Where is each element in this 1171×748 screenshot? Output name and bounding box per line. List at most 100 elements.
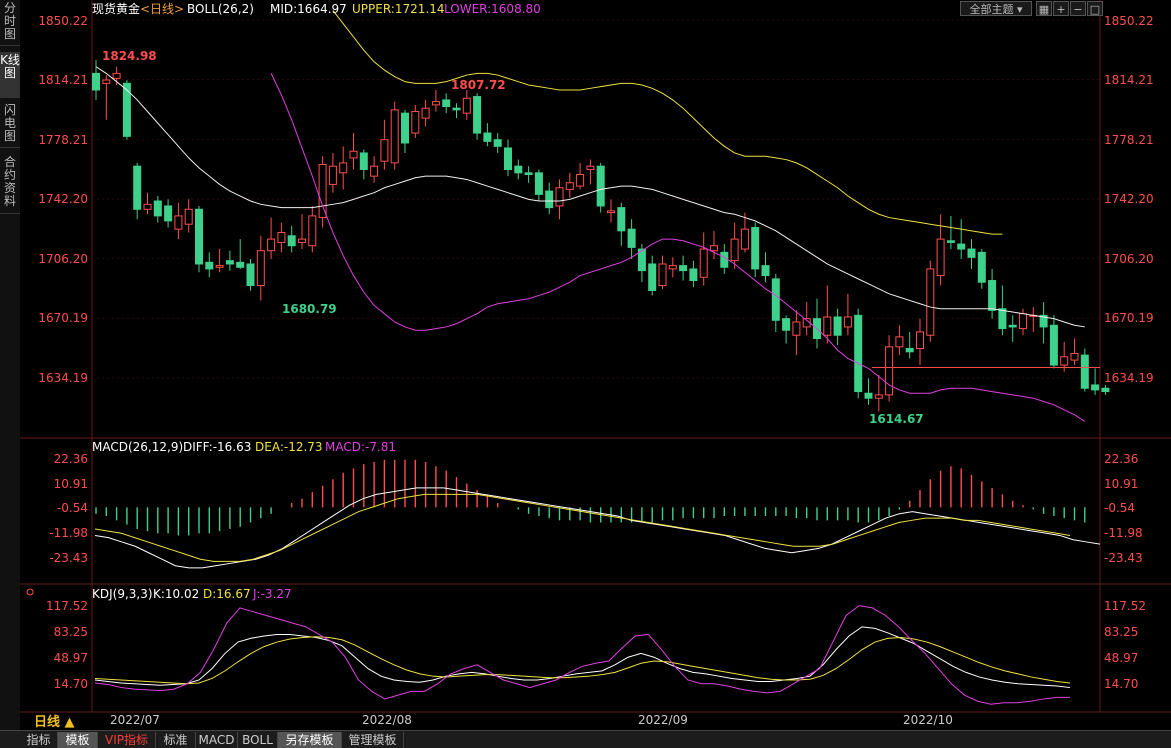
tab-standard[interactable]: 标准 bbox=[156, 732, 196, 748]
settings-icon[interactable]: □ bbox=[1087, 1, 1103, 16]
tab-save-template[interactable]: 另存模板 bbox=[278, 732, 342, 748]
candle bbox=[133, 162, 142, 220]
candle-body bbox=[555, 187, 564, 207]
candle bbox=[122, 80, 131, 140]
period-button[interactable]: 日线 ▲ bbox=[34, 714, 75, 730]
candle-body bbox=[390, 109, 399, 164]
candle-body bbox=[617, 207, 626, 232]
candle bbox=[462, 89, 471, 120]
candle-body bbox=[1091, 384, 1100, 391]
zoom-out-icon[interactable]: − bbox=[1070, 1, 1086, 16]
tab-contract-info[interactable]: 合约资料 bbox=[0, 154, 20, 214]
macd-tick: -11.98 bbox=[1104, 526, 1143, 540]
chevron-down-icon: ▾ bbox=[1016, 3, 1023, 16]
kdj-tick: 48.97 bbox=[1104, 651, 1138, 665]
candle-body bbox=[112, 72, 121, 79]
candle-body bbox=[164, 205, 173, 222]
candle-body bbox=[153, 200, 162, 217]
candle-body bbox=[833, 316, 842, 336]
price-tick: 1670.19 bbox=[1104, 311, 1154, 325]
candle-body bbox=[287, 235, 296, 247]
x-axis-label: 2022/08 bbox=[362, 713, 412, 727]
tab-boll[interactable]: BOLL bbox=[238, 732, 278, 748]
candle bbox=[277, 222, 286, 253]
candle-body bbox=[751, 227, 760, 270]
macd-dea-value: DEA:-12.73 bbox=[255, 440, 323, 454]
chart-canvas[interactable]: 现货黄金 <日线> BOLL(26,2) MID:1664.97 UPPER:1… bbox=[0, 0, 1171, 730]
kdj-tick: 48.97 bbox=[54, 651, 88, 665]
candle-body bbox=[1060, 356, 1069, 366]
candle bbox=[1080, 348, 1089, 392]
candle bbox=[988, 268, 997, 319]
candle bbox=[885, 335, 894, 402]
candle bbox=[792, 310, 801, 356]
zoom-in-icon[interactable]: + bbox=[1053, 1, 1069, 16]
candle bbox=[236, 239, 245, 269]
boll-upper-value: UPPER:1721.14 bbox=[352, 2, 444, 16]
tab-indicator[interactable]: 指标 bbox=[20, 732, 58, 748]
macd-tick: 22.36 bbox=[1104, 452, 1138, 466]
price-tick: 1634.19 bbox=[1104, 371, 1154, 385]
tab-vip-indicator[interactable]: VIP指标 bbox=[98, 732, 156, 748]
candle-body bbox=[627, 228, 636, 248]
candle-body bbox=[545, 190, 554, 209]
price-tick: 1670.19 bbox=[38, 311, 88, 325]
low-annotation-2: 1614.67 bbox=[869, 412, 924, 426]
candle bbox=[658, 255, 667, 289]
candle-body bbox=[493, 139, 502, 147]
candle bbox=[864, 378, 873, 405]
x-axis-label: 2022/10 bbox=[903, 713, 953, 727]
tab-manage-template[interactable]: 管理模板 bbox=[342, 732, 404, 748]
candle bbox=[1039, 302, 1048, 344]
tab-flash-chart[interactable]: 闪电图 bbox=[0, 102, 20, 148]
candle bbox=[308, 205, 317, 253]
candle bbox=[339, 146, 348, 190]
macd-diff-line bbox=[94, 487, 1101, 569]
kdj-tick: 117.52 bbox=[46, 599, 88, 613]
candle bbox=[174, 202, 183, 240]
candle bbox=[215, 249, 224, 273]
candle-body bbox=[483, 132, 492, 142]
candle bbox=[617, 202, 626, 246]
candle-body bbox=[926, 268, 935, 336]
candle-body bbox=[936, 238, 945, 277]
candle-body bbox=[740, 228, 749, 250]
candle-body bbox=[658, 263, 667, 287]
candle-body bbox=[411, 111, 420, 134]
candle-body bbox=[380, 139, 389, 162]
tab-template[interactable]: 模板 bbox=[58, 732, 98, 748]
macd-diff-value: DIFF:-16.63 bbox=[183, 440, 251, 454]
candle-body bbox=[1049, 324, 1058, 366]
price-tick: 1706.20 bbox=[38, 252, 88, 266]
candle bbox=[184, 199, 193, 233]
kdj-indicator-icon[interactable] bbox=[26, 588, 34, 596]
candle-body bbox=[720, 251, 729, 268]
candle bbox=[957, 219, 966, 259]
theme-select[interactable]: 全部主题 ▾ bbox=[960, 1, 1032, 16]
tab-timeshare[interactable]: 分时图 bbox=[0, 0, 20, 46]
macd-tick: 10.91 bbox=[1104, 477, 1138, 491]
candle bbox=[668, 257, 677, 278]
candle bbox=[256, 235, 265, 301]
candle bbox=[1049, 315, 1058, 369]
candle bbox=[895, 325, 904, 356]
candle bbox=[534, 169, 543, 201]
high-annotation-2: 1807.72 bbox=[451, 78, 506, 92]
candle-body bbox=[339, 162, 348, 174]
candle-body bbox=[349, 150, 358, 159]
price-tick: 1742.20 bbox=[38, 192, 88, 206]
tab-kline[interactable]: K线图 bbox=[0, 52, 20, 98]
grid-icon[interactable]: ▦ bbox=[1036, 1, 1052, 16]
candle-body bbox=[246, 263, 255, 287]
kdj-j-value: J:-3.27 bbox=[252, 587, 292, 601]
candle-body bbox=[1008, 324, 1017, 328]
candle bbox=[143, 192, 152, 215]
candle-body bbox=[462, 97, 471, 114]
tab-macd[interactable]: MACD bbox=[196, 732, 238, 748]
candle-body bbox=[988, 280, 997, 311]
kdj-tick: 117.52 bbox=[1104, 599, 1146, 613]
candle-body bbox=[401, 112, 409, 144]
candle-body bbox=[843, 316, 852, 328]
candle bbox=[874, 375, 883, 412]
candle bbox=[555, 179, 564, 220]
